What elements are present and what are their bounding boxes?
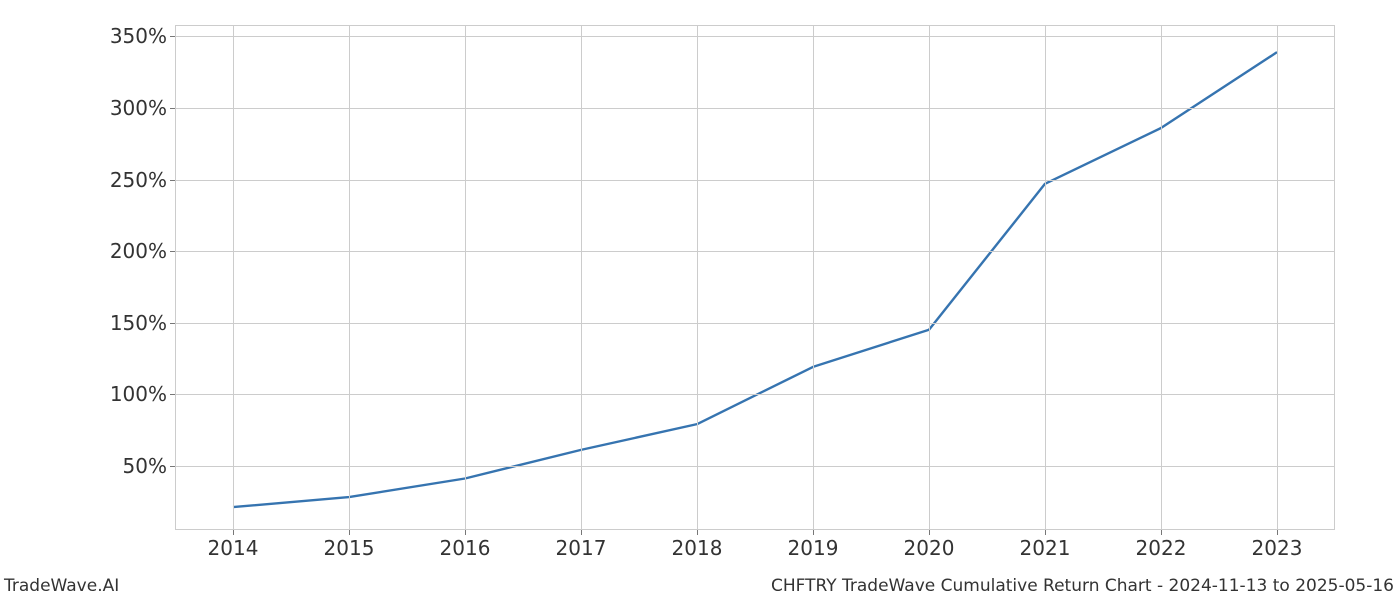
y-tick-label: 50%	[123, 454, 175, 478]
y-tick-mark	[170, 466, 175, 467]
chart-container: 50%100%150%200%250%300%350%2014201520162…	[0, 0, 1400, 600]
x-tick-mark	[465, 530, 466, 535]
y-tick-label: 150%	[110, 311, 175, 335]
x-tick-mark	[929, 530, 930, 535]
x-tick-mark	[1045, 530, 1046, 535]
x-tick-mark	[349, 530, 350, 535]
footer-left-label: TradeWave.AI	[4, 576, 119, 596]
plot-area: 50%100%150%200%250%300%350%2014201520162…	[175, 25, 1335, 530]
grid-line-vertical	[349, 25, 350, 530]
x-tick-mark	[581, 530, 582, 535]
grid-line-vertical	[929, 25, 930, 530]
footer-right-label: CHFTRY TradeWave Cumulative Return Chart…	[771, 576, 1394, 596]
grid-line-vertical	[1045, 25, 1046, 530]
series-line-cumulative-return	[233, 52, 1277, 507]
y-tick-label: 300%	[110, 96, 175, 120]
y-tick-mark	[170, 180, 175, 181]
x-tick-mark	[813, 530, 814, 535]
grid-line-vertical	[813, 25, 814, 530]
y-tick-mark	[170, 394, 175, 395]
x-tick-mark	[697, 530, 698, 535]
y-tick-mark	[170, 251, 175, 252]
x-tick-mark	[233, 530, 234, 535]
y-tick-mark	[170, 323, 175, 324]
x-tick-mark	[1161, 530, 1162, 535]
grid-line-vertical	[581, 25, 582, 530]
y-tick-mark	[170, 36, 175, 37]
grid-line-vertical	[465, 25, 466, 530]
y-tick-label: 350%	[110, 24, 175, 48]
y-tick-mark	[170, 108, 175, 109]
y-tick-label: 200%	[110, 239, 175, 263]
grid-line-vertical	[1161, 25, 1162, 530]
grid-line-vertical	[697, 25, 698, 530]
grid-line-vertical	[1277, 25, 1278, 530]
y-tick-label: 100%	[110, 382, 175, 406]
grid-line-vertical	[233, 25, 234, 530]
y-tick-label: 250%	[110, 168, 175, 192]
x-tick-mark	[1277, 530, 1278, 535]
